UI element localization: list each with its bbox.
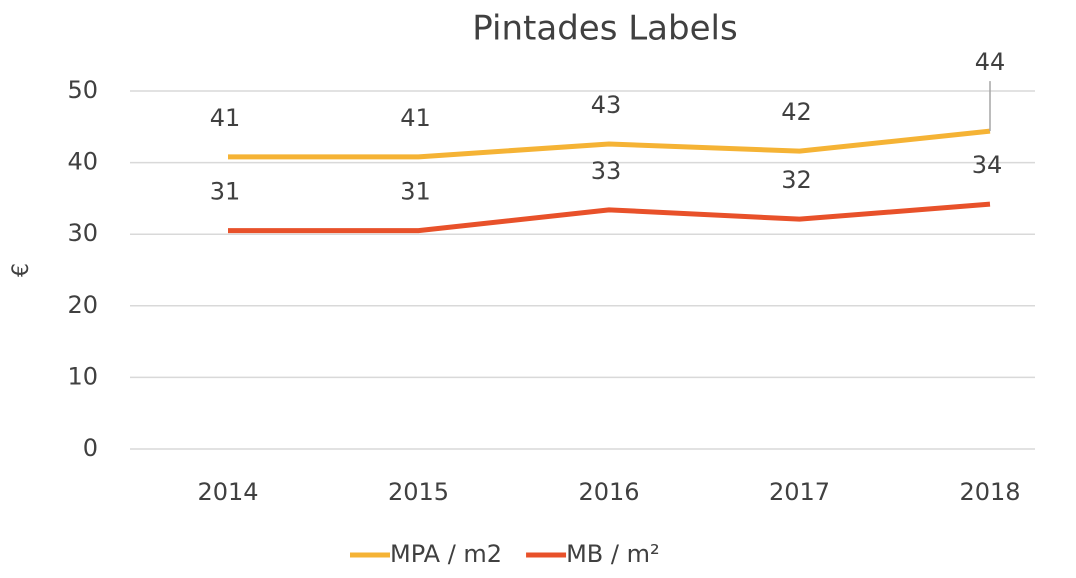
y-tick-label: 50 — [67, 76, 98, 104]
x-tick-label: 2016 — [578, 478, 639, 506]
y-tick-label: 10 — [67, 362, 98, 390]
x-tick-label: 2017 — [769, 478, 830, 506]
data-label: 34 — [972, 151, 1003, 179]
data-label: 33 — [591, 157, 622, 185]
data-label: 43 — [591, 91, 622, 119]
data-label: 31 — [400, 178, 431, 206]
y-tick-label: 0 — [83, 434, 98, 462]
data-label: 32 — [781, 166, 812, 194]
data-label: 42 — [781, 98, 812, 126]
y-axis-label: € — [9, 263, 34, 277]
y-tick-label: 30 — [67, 219, 98, 247]
data-label: 41 — [210, 104, 241, 132]
series-line — [228, 201, 991, 234]
x-tick-label: 2014 — [197, 478, 258, 506]
x-tick-label: 2015 — [388, 478, 449, 506]
chart-title: Pintades Labels — [472, 9, 737, 49]
data-label: 31 — [210, 178, 241, 206]
data-label: 41 — [400, 104, 431, 132]
y-tick-label: 40 — [67, 148, 98, 176]
series-line — [228, 128, 991, 160]
legend-label: MPA / m2 — [390, 540, 502, 568]
y-tick-label: 20 — [67, 291, 98, 319]
x-tick-label: 2018 — [959, 478, 1020, 506]
legend-label: MB / m² — [566, 540, 660, 568]
data-label: 44 — [975, 48, 1006, 76]
